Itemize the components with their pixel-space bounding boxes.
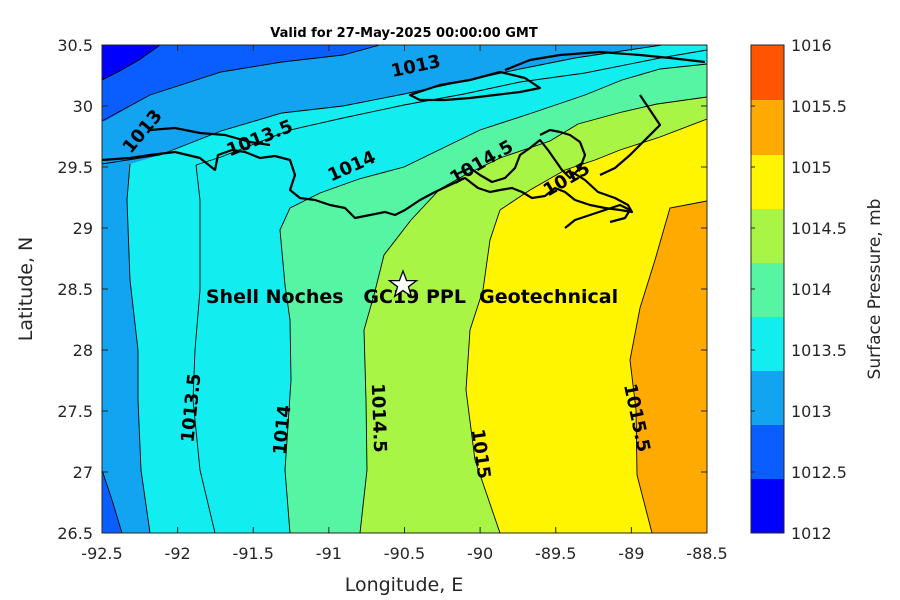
contour-1013-north [102, 45, 381, 122]
coastline-lake-pontchartrain [408, 70, 542, 102]
y-tick-label: 27.5 [57, 402, 93, 421]
colorbar-tick-label: 1013 [791, 402, 832, 421]
y-tick-labels: 26.5 27 27.5 28 28.5 29 29.5 30 30.5 [57, 36, 93, 543]
contour-1014.5-north [410, 96, 707, 221]
x-tick-labels: -92.5 -92 -91.5 -91 -90.5 -90 -89.5 -89 -88.5 [81, 544, 727, 563]
coastline-chandeleur [599, 94, 662, 176]
coastline [102, 50, 706, 229]
band-1013.5-west [160, 45, 707, 533]
coastline-inland [149, 126, 271, 147]
contour-1015.5 [629, 200, 707, 533]
colorbar-swatch-1013.5-1014 [751, 263, 784, 317]
band-1013-1013.5 [102, 45, 662, 533]
y-tick-label: 26.5 [57, 524, 93, 543]
colorbar-tick-label: 1016 [791, 36, 832, 55]
y-tick-label: 29.5 [57, 158, 93, 177]
colorbar-swatch-1014-1014.5 [751, 209, 784, 263]
colorbar-label: Surface Pressure, mb [865, 199, 885, 380]
colorbar-swatch-1012.5-1013 [751, 371, 784, 425]
x-tick-label: -91 [316, 544, 342, 563]
x-tick-label: -92.5 [81, 544, 122, 563]
contour-1014.5-west [359, 219, 412, 533]
colorbar-swatch-1014.5-1015 [751, 155, 784, 209]
contour-1015-west [465, 209, 501, 533]
x-tick-label: -90.5 [384, 544, 425, 563]
contour-1013-coast [102, 45, 663, 165]
y-tick-label: 28.5 [57, 280, 93, 299]
colorbar-tick-label: 1014 [791, 280, 832, 299]
colorbar-tick-label: 1015 [791, 158, 832, 177]
coastline-ms-coast [504, 50, 706, 72]
y-tick-label: 30 [73, 97, 93, 116]
contour-1014-west [279, 207, 292, 533]
colorbar-tick-label: 1012.5 [791, 463, 847, 482]
colorbar-swatch-1012-1012.5-b [751, 425, 784, 479]
colorbar-tick-label: 1012 [791, 524, 832, 543]
contour-label: 1014 [269, 404, 295, 456]
coastline-islands [564, 203, 632, 229]
contour-1013-west [126, 163, 151, 533]
x-tick-label: -91.5 [233, 544, 274, 563]
x-axis: -92.5 -92 -91.5 -91 -90.5 -90 -89.5 -89 -88.5 Lo… [81, 45, 728, 596]
contour-label: 1014.5 [367, 383, 390, 453]
y-axis: 26.5 27 27.5 28 28.5 29 29.5 30 30.5 Latitude, N [15, 36, 707, 543]
colorbar-swatch-1012-1012.5 [751, 479, 784, 533]
colorbar-swatch-1013-1013.5 [751, 317, 784, 371]
x-ticks [101, 45, 708, 533]
y-tick-label: 28 [73, 341, 93, 360]
colorbar-tick-label: 1015.5 [791, 97, 847, 116]
colorbar-tick-labels: 1012 1012.5 1013 1013.5 1014 1014.5 1015 1015.5… [751, 36, 847, 543]
colorbar-tick-label: 1014.5 [791, 219, 847, 238]
band-1012-1012.5 [102, 45, 160, 80]
site-star-marker [387, 269, 419, 299]
plot-area [102, 45, 707, 533]
colorbar-swatch-1015.5-1016 [751, 45, 784, 100]
y-tick-label: 29 [73, 219, 93, 238]
y-tick-label: 30.5 [57, 36, 93, 55]
coastline-main [102, 148, 634, 220]
y-axis-label: Latitude, N [15, 237, 37, 342]
coastline-delta [454, 128, 587, 184]
contour-1012.5-north [102, 45, 161, 81]
x-tick-label: -89 [618, 544, 644, 563]
band-1012.5-1013 [102, 45, 380, 121]
x-axis-label: Longitude, E [345, 574, 464, 596]
contour-1014-north [289, 63, 707, 209]
x-tick-label: -89.5 [535, 544, 576, 563]
colorbar-swatch-1015-1015.5 [751, 100, 784, 155]
y-ticks [102, 44, 707, 534]
colorbar: 1012 1012.5 1013 1013.5 1014 1014.5 1015 1015.5… [750, 36, 885, 543]
map-title: Valid for 27-May-2025 00:00:00 GMT [270, 26, 538, 41]
contour-1015-north [499, 118, 707, 211]
x-tick-label: -90 [467, 544, 493, 563]
colorbar-tick-label: 1013.5 [791, 341, 847, 360]
x-tick-label: -92 [165, 544, 191, 563]
y-tick-label: 27 [73, 463, 93, 482]
contour-1013.5-west [192, 164, 216, 533]
contour-1012.5-south [102, 469, 123, 533]
x-tick-label: -88.5 [686, 544, 727, 563]
band-1015.5-plus [630, 201, 707, 533]
